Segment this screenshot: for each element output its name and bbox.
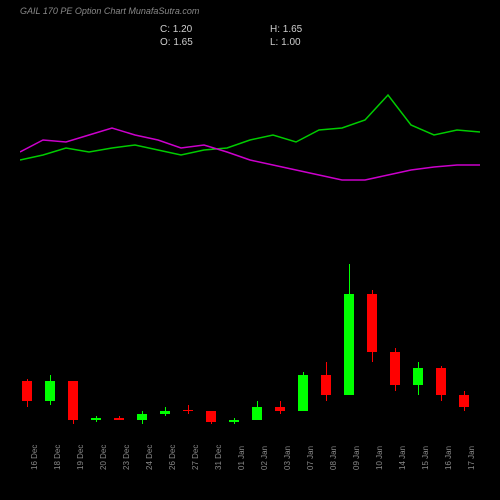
candle-chart-panel [20, 235, 480, 430]
x-axis-label: 08 Jan [329, 446, 338, 470]
x-axis-label: 31 Dec [214, 445, 223, 470]
candle-body [114, 418, 124, 420]
candle [388, 235, 402, 430]
candle [250, 235, 264, 430]
x-axis-label: 09 Jan [352, 446, 361, 470]
candle [319, 235, 333, 430]
line-chart-panel [20, 80, 480, 200]
candle [112, 235, 126, 430]
green-line [20, 95, 480, 160]
x-axis-label: 18 Dec [53, 445, 62, 470]
x-axis-label: 23 Dec [122, 445, 131, 470]
candle-body [183, 410, 193, 411]
x-axis-label: 10 Jan [375, 446, 384, 470]
candle [365, 235, 379, 430]
candle-body [367, 294, 377, 353]
x-axis-label: 19 Dec [76, 445, 85, 470]
candle [227, 235, 241, 430]
candle-body [275, 407, 285, 411]
candle [296, 235, 310, 430]
candle [411, 235, 425, 430]
line-chart-svg [20, 80, 480, 200]
candle-body [344, 294, 354, 395]
ohlc-high: H: 1.65 [270, 24, 302, 35]
x-axis-label: 03 Jan [283, 446, 292, 470]
candle [158, 235, 172, 430]
candle-body [68, 381, 78, 420]
candle [342, 235, 356, 430]
x-axis-label: 24 Dec [145, 445, 154, 470]
candle [43, 235, 57, 430]
candle [204, 235, 218, 430]
candle-body [413, 368, 423, 386]
candle-body [45, 381, 55, 401]
candle-body [160, 411, 170, 415]
chart-container: GAIL 170 PE Option Chart MunafaSutra.com… [0, 0, 500, 500]
ohlc-close: C: 1.20 [160, 24, 192, 35]
chart-title: GAIL 170 PE Option Chart MunafaSutra.com [20, 6, 199, 16]
candle-body [298, 375, 308, 410]
ohlc-low: L: 1.00 [270, 37, 301, 48]
candle [135, 235, 149, 430]
candle-body [321, 375, 331, 395]
candle-body [206, 411, 216, 423]
candle-body [390, 352, 400, 385]
x-axis-label: 02 Jan [260, 446, 269, 470]
candle-body [22, 381, 32, 401]
candle [434, 235, 448, 430]
candle-body [436, 368, 446, 395]
candle [66, 235, 80, 430]
x-axis-label: 07 Jan [306, 446, 315, 470]
candle-body [252, 407, 262, 421]
x-axis-label: 20 Dec [99, 445, 108, 470]
candle [20, 235, 34, 430]
x-axis-label: 15 Jan [421, 446, 430, 470]
x-axis-label: 14 Jan [398, 446, 407, 470]
x-axis-label: 27 Dec [191, 445, 200, 470]
x-axis: 16 Dec 18 Dec 19 Dec 20 Dec 23 Dec 24 Dec 26 D… [20, 435, 480, 495]
x-axis-label: 16 Dec [30, 445, 39, 470]
candle [181, 235, 195, 430]
candle [273, 235, 287, 430]
x-axis-label: 26 Dec [168, 445, 177, 470]
candle-body [229, 420, 239, 422]
candle [89, 235, 103, 430]
candle-body [459, 395, 469, 407]
candle-body [137, 414, 147, 420]
x-axis-label: 17 Jan [467, 446, 476, 470]
x-axis-label: 01 Jan [237, 446, 246, 470]
candle [457, 235, 471, 430]
candle-body [91, 418, 101, 420]
x-axis-label: 16 Jan [444, 446, 453, 470]
purple-line [20, 128, 480, 180]
ohlc-open: O: 1.65 [160, 37, 193, 48]
